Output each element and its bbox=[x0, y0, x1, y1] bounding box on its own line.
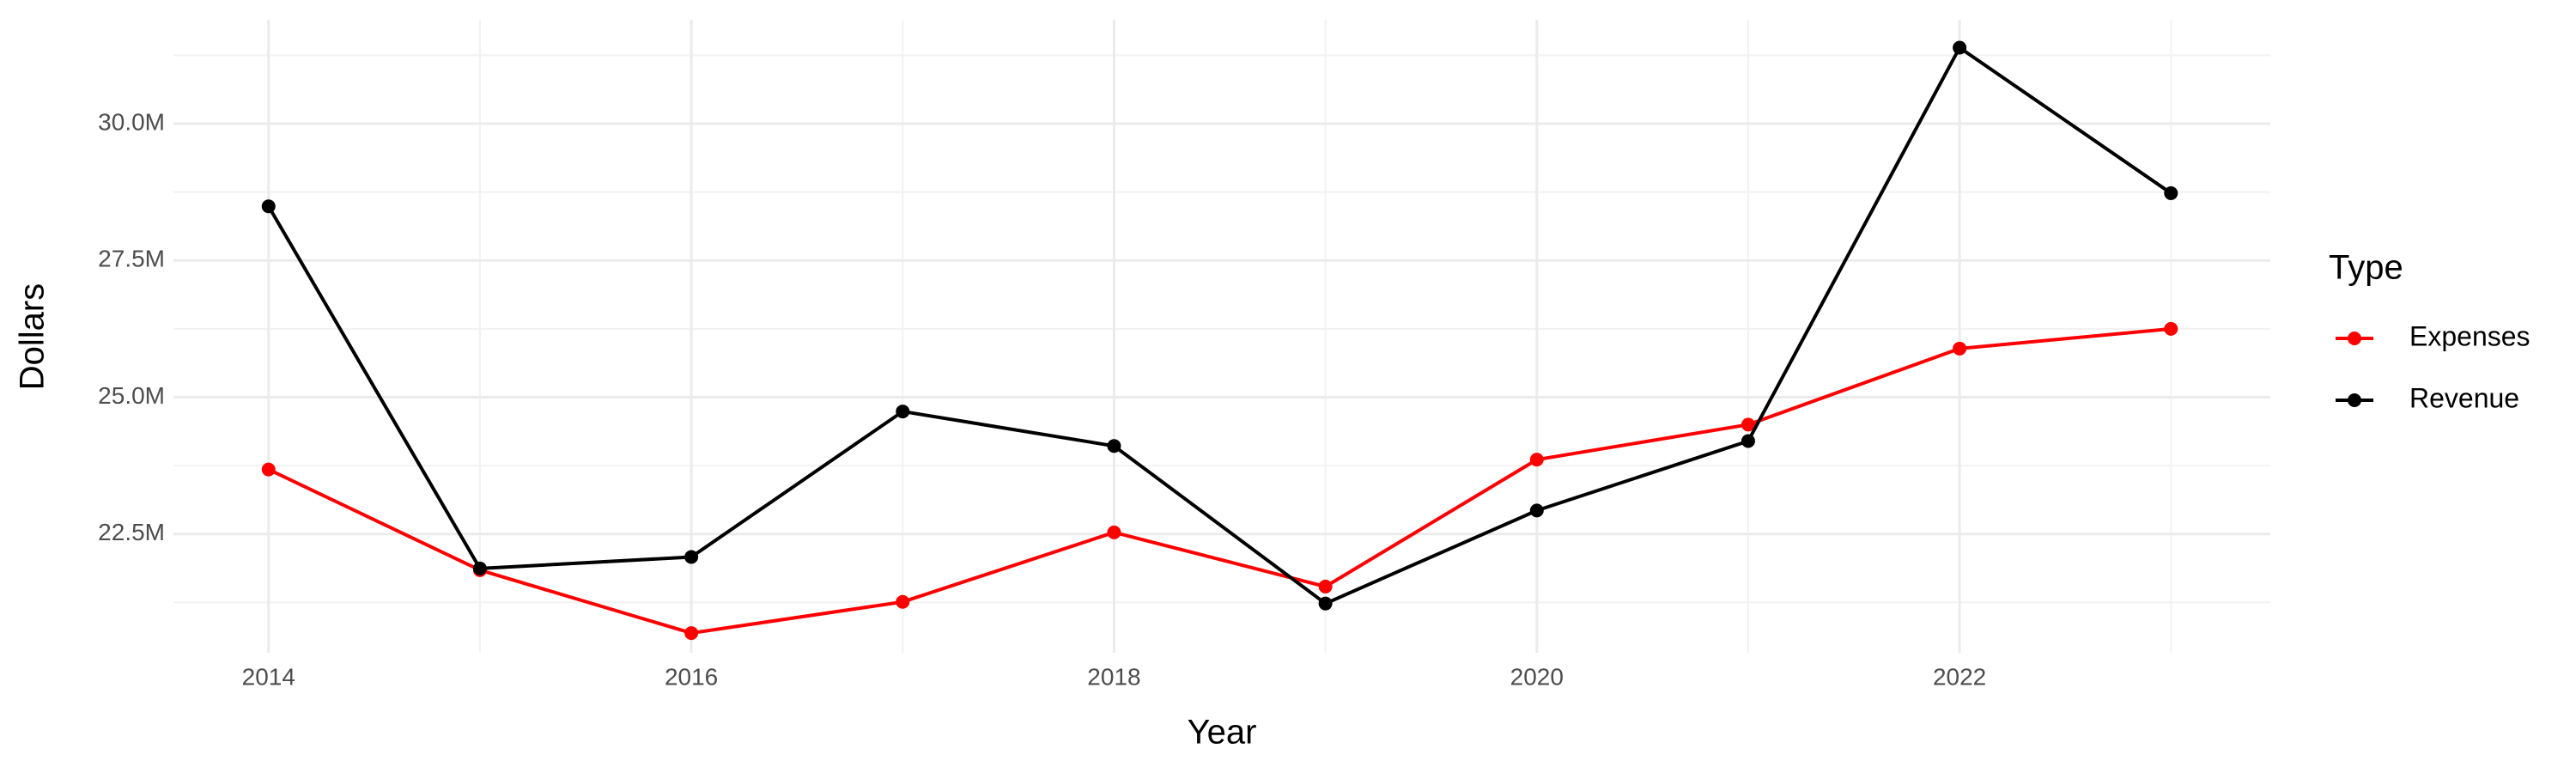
x-tick-label: 2022 bbox=[1933, 663, 1986, 690]
series-line bbox=[267, 45, 2172, 606]
x-tick-label: 2016 bbox=[665, 663, 718, 690]
data-point bbox=[896, 594, 910, 609]
data-point bbox=[2164, 321, 2178, 336]
y-tick-label: 25.0M bbox=[98, 382, 165, 409]
data-point bbox=[1107, 439, 1121, 453]
data-point bbox=[1741, 417, 1755, 432]
legend-marker bbox=[2348, 393, 2361, 407]
data-point bbox=[261, 462, 276, 477]
legend-label: Revenue bbox=[2409, 382, 2519, 413]
x-axis-title: Year bbox=[1188, 714, 1257, 752]
y-tick-label: 27.5M bbox=[98, 246, 165, 272]
data-point bbox=[1953, 341, 1967, 356]
data-point bbox=[1318, 596, 1333, 611]
x-tick-label: 2020 bbox=[1510, 663, 1564, 690]
data-point bbox=[1318, 579, 1333, 593]
data-point bbox=[1953, 40, 1967, 55]
data-point bbox=[684, 626, 699, 641]
legend-label: Expenses bbox=[2409, 320, 2530, 351]
data-point bbox=[1529, 453, 1544, 467]
data-point bbox=[896, 405, 910, 419]
data-point bbox=[472, 561, 487, 575]
y-tick-label: 22.5M bbox=[98, 519, 165, 545]
y-tick-label: 30.0M bbox=[98, 108, 165, 135]
data-point bbox=[1529, 503, 1544, 518]
legend-title: Type bbox=[2329, 249, 2403, 287]
data-point bbox=[684, 550, 699, 564]
x-tick-label: 2014 bbox=[242, 663, 295, 690]
series-line bbox=[267, 326, 2172, 636]
data-point bbox=[261, 199, 276, 214]
y-axis-title: Dollars bbox=[14, 283, 52, 390]
x-tick-label: 2018 bbox=[1087, 663, 1140, 690]
data-point bbox=[2164, 186, 2178, 200]
data-point bbox=[1107, 525, 1121, 539]
data-point bbox=[1741, 434, 1755, 448]
legend-marker bbox=[2348, 332, 2361, 345]
